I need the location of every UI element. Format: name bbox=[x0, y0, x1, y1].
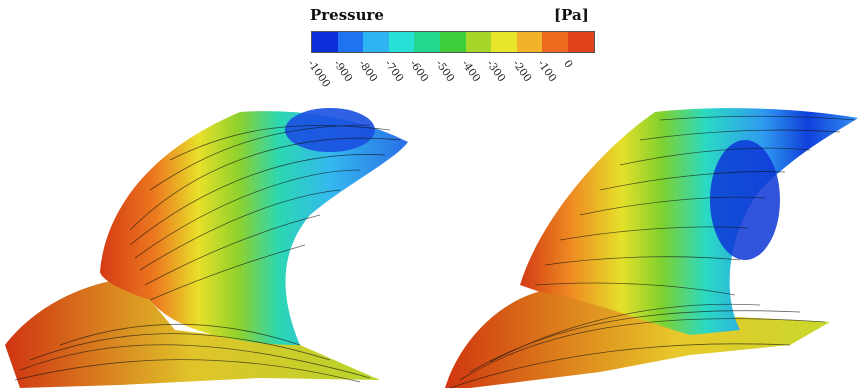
right-blade-streamlines bbox=[449, 115, 856, 389]
colorbar-swatch bbox=[439, 32, 466, 52]
right-blade-surface bbox=[520, 108, 858, 335]
colorbar-swatch bbox=[516, 32, 543, 52]
colorbar-swatch bbox=[388, 32, 415, 52]
colorbar-swatch bbox=[465, 32, 492, 52]
legend-unit: [Pa] bbox=[554, 6, 589, 24]
colorbar-swatch bbox=[312, 32, 338, 52]
colorbar-swatch bbox=[567, 32, 594, 52]
colorbar-swatch bbox=[542, 32, 568, 52]
colorbar-swatch bbox=[337, 32, 364, 52]
left-blade-surface bbox=[100, 111, 408, 346]
colorbar-swatch bbox=[414, 32, 440, 52]
legend-title: Pressure bbox=[310, 6, 384, 24]
colorbar-swatch bbox=[363, 32, 389, 52]
pressure-legend: Pressure [Pa] -1000 -900 -800 -700 -600 -500-… bbox=[300, 4, 595, 94]
left-blade-streamlines bbox=[14, 124, 401, 383]
right-blade-low-pressure-zone bbox=[710, 140, 780, 260]
left-blade-low-pressure-zone bbox=[285, 108, 375, 152]
right-blade bbox=[445, 108, 858, 389]
pressure-colorbar bbox=[311, 31, 595, 53]
right-blade-hub-surface bbox=[445, 290, 830, 388]
left-blade bbox=[5, 108, 408, 388]
colorbar-swatch bbox=[491, 32, 517, 52]
